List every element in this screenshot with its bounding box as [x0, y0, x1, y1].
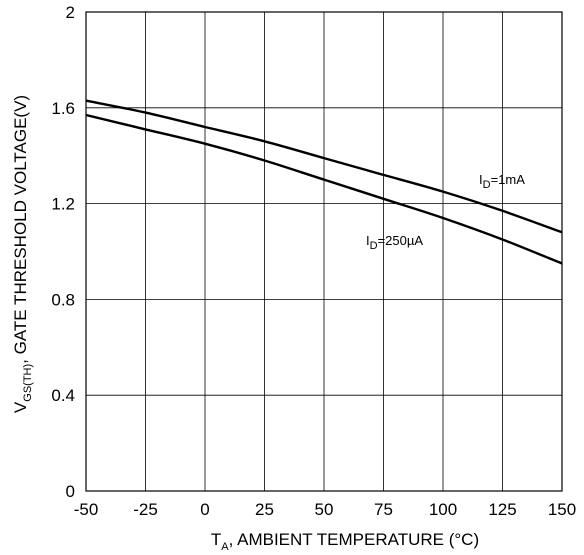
x-axis-label: TA, AMBIENT TEMPERATURE (°C) — [211, 530, 479, 553]
series-labels: ID=1mA ID=250µA — [366, 172, 525, 252]
x-tick-label: -25 — [133, 500, 158, 519]
x-tick-label: 150 — [548, 500, 576, 519]
series-label-0: ID=1mA — [479, 172, 525, 191]
series-label-1: ID=250µA — [366, 233, 423, 252]
x-tick-label: 100 — [429, 500, 457, 519]
x-tick-label: 75 — [374, 500, 393, 519]
x-tick-label: 0 — [200, 500, 209, 519]
series-lines — [85, 99, 563, 265]
x-tick-label: 50 — [315, 500, 334, 519]
x-tick-label: 125 — [488, 500, 516, 519]
series-line-0 — [85, 99, 563, 234]
x-tick-label: -50 — [74, 500, 99, 519]
y-tick-label: 0 — [66, 482, 75, 501]
y-axis-label: VGS(TH), GATE THRESHOLD VOLTAGE(V) — [11, 95, 34, 413]
plot-frame — [85, 11, 563, 492]
x-tick-label: 25 — [255, 500, 274, 519]
y-tick-label: 2 — [66, 3, 75, 22]
y-tick-label: 0.4 — [51, 386, 75, 405]
y-tick-label: 1.6 — [51, 99, 75, 118]
y-tick-label: 0.8 — [51, 290, 75, 309]
x-tick-labels: -50 -25 0 25 50 75 100 125 150 — [74, 500, 576, 519]
y-tick-labels: 0 0.4 0.8 1.2 1.6 2 — [51, 3, 75, 501]
y-tick-label: 1.2 — [51, 195, 75, 214]
series-line-1 — [85, 113, 563, 265]
